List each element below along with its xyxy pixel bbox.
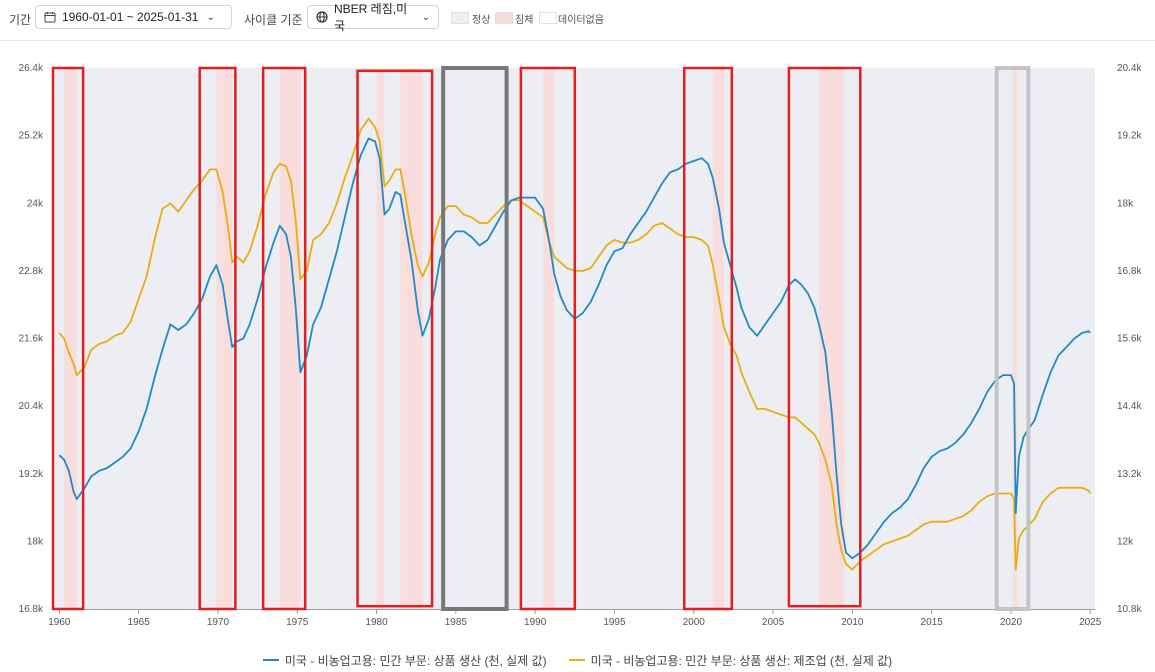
y-right-tick-label: 13.2k — [1117, 469, 1142, 480]
legend-recession-label: 침체 — [515, 15, 534, 26]
x-tick-label: 1990 — [524, 617, 547, 628]
legend-nodata-swatch — [539, 12, 557, 24]
red-highlight-box — [51, 66, 85, 611]
y-right-tick-label: 20.4k — [1117, 63, 1142, 74]
legend-series-1-label: 미국 - 비농업고용: 민간 부문: 상품 생산 (천, 실제 값) — [284, 653, 547, 668]
x-tick-label: 2015 — [921, 617, 944, 628]
recession-band — [400, 68, 423, 609]
legend-nodata-label: 데이터없음 — [558, 15, 604, 26]
y-right-tick-label: 10.8k — [1117, 604, 1142, 615]
red-highlight-box — [787, 66, 862, 608]
y-left-tick-label: 25.2k — [19, 131, 44, 142]
x-tick-label: 1985 — [445, 617, 468, 628]
x-tick-label: 1980 — [365, 617, 388, 628]
recession-band — [64, 68, 77, 609]
toolbar-divider — [0, 40, 1155, 41]
y-right-tick-label: 18k — [1117, 198, 1134, 209]
gray-highlight-box — [441, 66, 509, 611]
y-left-tick-label: 26.4k — [19, 63, 44, 74]
legend-recession-swatch — [495, 12, 513, 24]
x-tick-label: 2020 — [1000, 617, 1023, 628]
legend-normal-swatch — [451, 12, 469, 24]
period-value: 1960-01-01 ~ 2025-01-31 — [62, 10, 199, 24]
legend-series-2[interactable]: 미국 - 비농업고용: 민간 부문: 상품 생산: 제조업 (천, 실제 값) — [568, 652, 893, 669]
x-tick-label: 1975 — [286, 617, 309, 628]
y-right-tick-label: 15.6k — [1117, 334, 1142, 345]
red-highlight-box — [198, 66, 237, 611]
y-right-tick-label: 12k — [1117, 536, 1134, 547]
series-line-2 — [58, 117, 1091, 571]
legend-series-2-swatch — [568, 659, 585, 661]
y-right-tick-label: 16.8k — [1117, 266, 1142, 277]
legend-series-1-swatch — [262, 659, 279, 661]
period-dropdown[interactable]: 1960-01-01 ~ 2025-01-31 ⌄ — [35, 5, 232, 29]
x-tick-label: 2010 — [841, 617, 864, 628]
legend-series-1[interactable]: 미국 - 비농업고용: 민간 부문: 상품 생산 (천, 실제 값) — [262, 652, 547, 669]
lightgray-highlight-box — [994, 66, 1031, 611]
y-left-tick-label: 16.8k — [19, 604, 44, 615]
y-left-tick-label: 19.2k — [19, 469, 44, 480]
recession-band — [216, 68, 233, 609]
x-tick-label: 1995 — [603, 617, 626, 628]
y-left-tick-label: 22.8k — [19, 266, 44, 277]
chart-legend: 미국 - 비농업고용: 민간 부문: 상품 생산 (천, 실제 값) 미국 - … — [0, 650, 1155, 670]
globe-icon — [316, 11, 328, 23]
recession-band — [712, 68, 724, 609]
recession-band — [376, 68, 385, 609]
toolbar: 기간 1960-01-01 ~ 2025-01-31 ⌄ 사이클 기준 NBER… — [0, 0, 1155, 40]
y-left-tick-label: 21.6k — [19, 334, 44, 345]
recession-band — [1012, 68, 1018, 609]
red-highlight-box — [682, 66, 734, 611]
calendar-icon — [44, 11, 56, 23]
legend-normal-label: 정상 — [472, 15, 491, 26]
recession-band — [543, 68, 555, 609]
y-right-tick-label: 14.4k — [1117, 401, 1142, 412]
x-tick-label: 2000 — [683, 617, 706, 628]
cycle-label: 사이클 기준 — [244, 13, 303, 27]
chevron-down-icon: ⌄ — [421, 11, 430, 23]
chevron-down-icon: ⌄ — [206, 11, 215, 23]
red-highlight-box — [519, 66, 577, 611]
cycle-value: NBER 레짐,미국 — [334, 2, 408, 33]
x-tick-label: 2005 — [762, 617, 785, 628]
y-left-tick-label: 18k — [27, 536, 44, 547]
period-label: 기간 — [9, 13, 32, 27]
recession-band — [279, 68, 301, 609]
series-line-1 — [58, 137, 1091, 560]
y-left-tick-label: 20.4k — [19, 401, 44, 412]
y-right-tick-label: 19.2k — [1117, 131, 1142, 142]
red-highlight-box — [356, 69, 434, 608]
red-highlight-box — [261, 66, 307, 611]
x-tick-label: 1970 — [207, 617, 230, 628]
cycle-dropdown[interactable]: NBER 레짐,미국 ⌄ — [307, 2, 439, 33]
legend-series-2-label: 미국 - 비농업고용: 민간 부문: 상품 생산: 제조업 (천, 실제 값) — [590, 653, 893, 668]
y-left-tick-label: 24k — [27, 198, 44, 209]
x-tick-label: 1965 — [128, 617, 151, 628]
x-tick-label: 2025 — [1079, 617, 1102, 628]
line-chart: 16.8k 18k 19.2k 20.4k 21.6k 22.8k 24k 25.2k 26.4… — [19, 63, 1143, 628]
x-tick-label: 1960 — [48, 617, 71, 628]
